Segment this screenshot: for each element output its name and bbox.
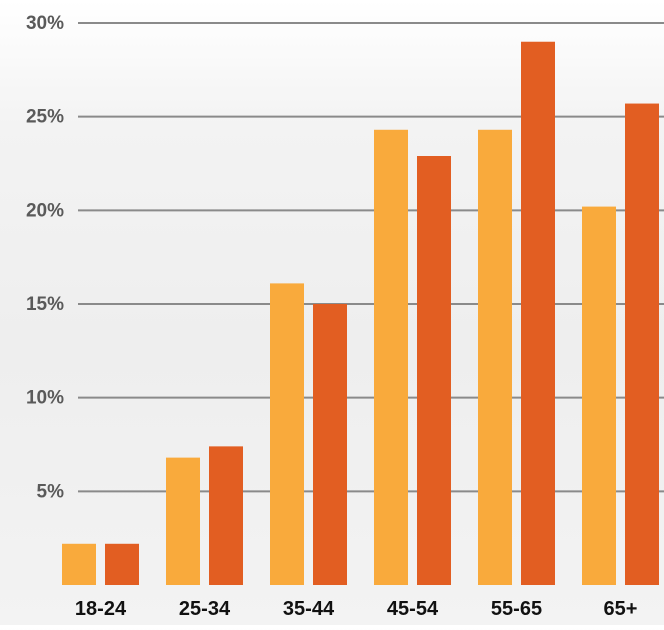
bar-55-65-series-1	[478, 129, 512, 585]
x-tick-label: 18-24	[75, 598, 127, 620]
bar-35-44-series-2	[313, 304, 347, 585]
x-tick-label: 45-54	[387, 598, 439, 620]
bar-45-54-series-2	[417, 156, 451, 586]
x-tick-label: 55-65	[491, 598, 542, 620]
bar-65+-series-2	[625, 103, 659, 585]
y-tick-label: 15%	[26, 294, 64, 315]
bar-55-65-series-2	[521, 41, 555, 585]
bar-18-24-series-2	[105, 543, 139, 585]
bars	[62, 41, 659, 586]
y-tick-label: 10%	[26, 388, 64, 409]
bar-18-24-series-1	[62, 543, 96, 585]
x-tick-label: 35-44	[283, 598, 335, 620]
y-tick-label: 5%	[37, 481, 65, 502]
y-tick-label: 30%	[26, 13, 64, 34]
x-axis-ticks: 18-24 25-34 35-44 45-54 55-65 65+	[75, 598, 638, 620]
y-tick-label: 20%	[26, 200, 64, 221]
bar-45-54-series-1	[374, 129, 408, 585]
x-tick-label: 65+	[604, 598, 638, 620]
bar-35-44-series-1	[270, 283, 304, 585]
bar-25-34-series-1	[166, 457, 200, 585]
y-axis-ticks: 5% 10% 15% 20% 25% 30%	[26, 13, 64, 502]
gridlines	[78, 22, 664, 493]
x-tick-label: 25-34	[179, 598, 231, 620]
bar-65+-series-1	[582, 206, 616, 585]
bar-25-34-series-2	[209, 446, 243, 585]
y-tick-label: 25%	[26, 107, 64, 128]
